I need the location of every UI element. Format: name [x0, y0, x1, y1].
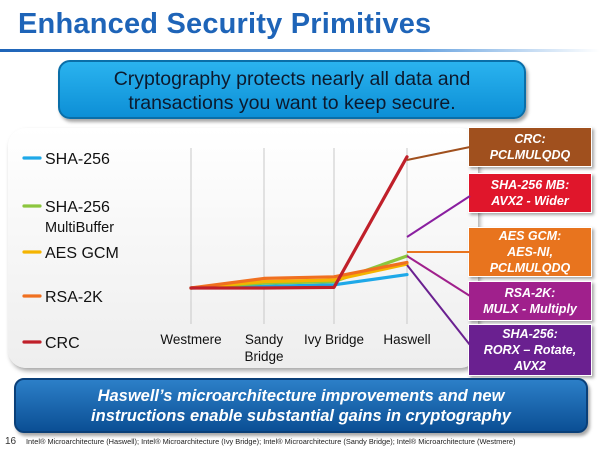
tag-sha256-mb: SHA-256 MB: AVX2 - Wider	[468, 173, 592, 213]
series-line-4	[189, 155, 409, 290]
tag-crc-line-1: CRC:	[514, 132, 546, 146]
tag-sha256-mb-line-1: SHA-256 MB:	[490, 178, 570, 192]
legend-label-0: SHA-256	[45, 151, 110, 168]
legend-label-2: AES GCM	[45, 245, 119, 262]
title-rule	[0, 49, 600, 52]
tag-sha256-line-3: AVX2	[514, 359, 546, 373]
tag-aes-gcm-line-2: AES-NI,	[507, 245, 553, 259]
legend-label-1-1: MultiBuffer	[45, 220, 114, 236]
legend-label-4: CRC	[45, 335, 80, 352]
tag-rsa-2k-line-1: RSA-2K:	[504, 286, 556, 300]
tag-crc-line-2: PCLMULQDQ	[489, 148, 571, 162]
callout-line-1: Cryptography protects nearly all data an…	[113, 68, 471, 90]
chart-panel: Westmere Sandy Bridge Ivy Bridge Haswell SHA-…	[8, 128, 478, 368]
tag-sha256-line-1: SHA-256:	[502, 327, 558, 341]
tag-rsa-2k: RSA-2K: MULX - Multiply	[468, 281, 592, 321]
slide-title: Enhanced Security Primitives	[18, 8, 432, 40]
footer-text: Intel® Microarchitecture (Haswell); Inte…	[26, 437, 516, 446]
tag-aes-gcm: AES GCM: AES-NI, PCLMULQDQ	[468, 227, 592, 277]
x-tick-label-2: Ivy Bridge	[304, 332, 364, 347]
tag-crc: CRC: PCLMULQDQ	[468, 127, 592, 167]
tag-rsa-2k-line-2: MULX - Multiply	[483, 302, 577, 316]
bottom-line-1: Haswell’s microarchitecture improvements…	[97, 387, 505, 405]
callout-box: Cryptography protects nearly all data an…	[58, 60, 526, 119]
x-tick-label-0: Westmere	[160, 332, 221, 347]
tag-sha256-line-2: RORX – Rotate,	[483, 343, 577, 357]
x-tick-label-3: Haswell	[383, 332, 430, 347]
tag-aes-gcm-line-3: PCLMULQDQ	[489, 261, 571, 275]
bottom-line-2: instructions enable substantial gains in…	[91, 407, 511, 425]
x-tick-label-1-1: Bridge	[244, 349, 283, 364]
callout-line-2: transactions you want to keep secure.	[128, 92, 456, 114]
page-number: 16	[5, 436, 17, 447]
tag-aes-gcm-line-1: AES GCM:	[498, 229, 562, 243]
legend-label-3: RSA-2K	[45, 289, 103, 306]
legend-label-1-0: SHA-256	[45, 199, 110, 216]
tag-sha256-mb-line-2: AVX2 - Wider	[491, 194, 569, 208]
bottom-banner: Haswell’s microarchitecture improvements…	[14, 378, 588, 433]
series-line-3	[189, 260, 409, 290]
tag-sha256: SHA-256: RORX – Rotate, AVX2	[468, 324, 592, 376]
line-chart: Westmere Sandy Bridge Ivy Bridge Haswell SHA-…	[22, 148, 431, 364]
x-tick-label-1-0: Sandy	[245, 332, 284, 347]
